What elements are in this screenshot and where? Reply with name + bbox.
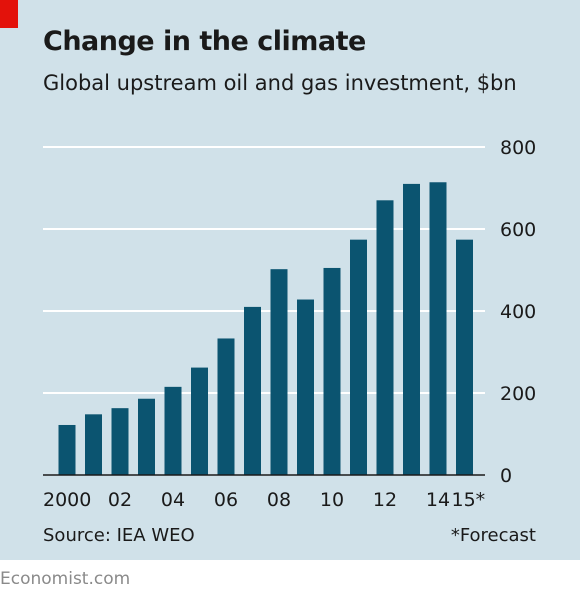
y-tick-label-400: 400 [500,301,536,323]
bar-2011 [350,239,367,475]
chart-plot: 0 200 400 600 800 2000 02 04 06 08 10 12 14 15* [43,137,536,511]
bar-2004 [164,386,182,475]
bar-2012 [376,200,394,476]
bars [58,182,473,476]
bar-2001 [85,414,102,475]
y-tick-labels: 0 200 400 600 800 [500,137,536,487]
bar-2000 [58,424,76,475]
chart-subtitle: Global upstream oil and gas investment, … [43,71,517,95]
x-tick-labels: 2000 02 04 06 08 10 12 14 15* [43,489,485,511]
y-tick-label-200: 200 [500,383,536,405]
bar-2006 [217,338,235,475]
x-tick-label-2002: 02 [108,489,132,511]
x-tick-label-2014: 14 [426,489,450,511]
bar-2002 [111,408,129,475]
bar-2007 [244,306,261,475]
brand-red-tag [0,0,18,28]
bar-2008 [270,269,288,475]
bar-2005 [191,367,208,475]
bar-2010 [323,267,341,475]
source-note: Source: IEA WEO [43,525,195,546]
x-tick-label-2008: 08 [267,489,291,511]
x-tick-label-2000: 2000 [43,489,91,511]
y-tick-label-600: 600 [500,219,536,241]
brand-watermark: Economist.com [0,569,131,589]
x-tick-label-2010: 10 [320,489,344,511]
forecast-footnote: *Forecast [450,525,536,546]
x-tick-label-2012: 12 [373,489,397,511]
chart-title: Change in the climate [43,26,366,57]
bar-2009 [297,299,314,475]
x-tick-label-2004: 04 [161,489,185,511]
y-tick-label-800: 800 [500,137,536,159]
bar-2003 [138,398,155,475]
x-tick-label-2015: 15* [452,489,486,511]
bar-2014 [429,182,447,475]
bar-2013 [403,183,420,475]
bar-2015 [456,239,473,475]
y-tick-label-0: 0 [500,465,512,487]
x-tick-label-2006: 06 [214,489,238,511]
